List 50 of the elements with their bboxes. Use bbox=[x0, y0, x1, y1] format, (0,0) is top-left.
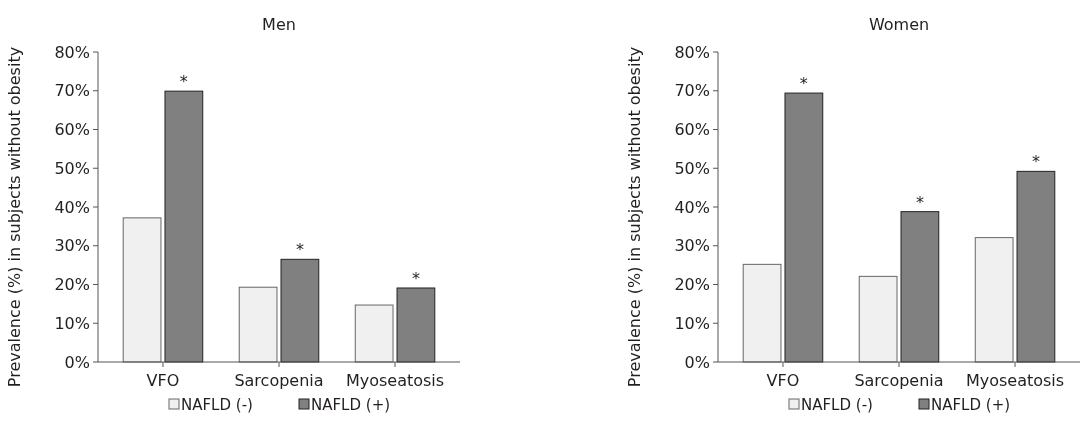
bar bbox=[974, 237, 1014, 363]
y-axis-title: Prevalence (%) in subjects without obesity bbox=[625, 46, 644, 388]
bar bbox=[1016, 170, 1056, 363]
bar bbox=[900, 211, 940, 363]
annotation: * bbox=[411, 268, 420, 288]
annotation: * bbox=[295, 240, 304, 260]
y-tick-label: 50% bbox=[54, 158, 90, 178]
y-tick-label: 70% bbox=[54, 81, 90, 101]
y-tick-label: 30% bbox=[674, 236, 710, 256]
legend-label: NAFLD (-) bbox=[181, 396, 253, 414]
y-tick-label: 60% bbox=[54, 120, 90, 140]
y-tick-label: 0% bbox=[684, 352, 710, 372]
annotation: * bbox=[799, 74, 808, 94]
y-tick-label: 80% bbox=[674, 42, 710, 62]
y-tick-label: 60% bbox=[674, 120, 710, 140]
y-tick-label: 20% bbox=[54, 275, 90, 295]
y-tick-label: 0% bbox=[64, 352, 90, 372]
bar bbox=[858, 275, 898, 363]
x-tick-label: Myoseatosis bbox=[345, 371, 445, 390]
bar bbox=[122, 217, 162, 363]
y-tick-label: 10% bbox=[674, 313, 710, 333]
bar bbox=[238, 286, 278, 363]
y-tick-label: 50% bbox=[674, 158, 710, 178]
y-tick-label: 40% bbox=[54, 197, 90, 217]
bar bbox=[354, 304, 394, 363]
chart-title: Women bbox=[868, 15, 930, 34]
bar bbox=[742, 263, 782, 363]
legend-label: NAFLD (+) bbox=[311, 396, 391, 414]
legend-label: NAFLD (-) bbox=[801, 396, 873, 414]
y-tick-label: 40% bbox=[674, 197, 710, 217]
legend-label: NAFLD (+) bbox=[931, 396, 1011, 414]
x-tick-label: Sarcopenia bbox=[854, 371, 944, 390]
annotation: * bbox=[915, 192, 924, 212]
y-tick-label: 20% bbox=[674, 275, 710, 295]
chart-title: Men bbox=[262, 15, 296, 34]
x-tick-label: Sarcopenia bbox=[234, 371, 324, 390]
bar bbox=[784, 92, 824, 363]
bar bbox=[396, 287, 436, 363]
bar bbox=[280, 258, 320, 363]
annotation: * bbox=[179, 72, 188, 92]
x-tick-label: VFO bbox=[766, 371, 800, 390]
y-axis-title: Prevalence (%) in subjects without obesity bbox=[5, 46, 24, 388]
y-tick-label: 30% bbox=[54, 236, 90, 256]
x-tick-label: Myoseatosis bbox=[965, 371, 1065, 390]
y-tick-label: 80% bbox=[54, 42, 90, 62]
annotation: * bbox=[1031, 152, 1040, 172]
y-tick-label: 10% bbox=[54, 313, 90, 333]
x-tick-label: VFO bbox=[146, 371, 180, 390]
bar bbox=[164, 90, 204, 363]
y-tick-label: 70% bbox=[674, 81, 710, 101]
